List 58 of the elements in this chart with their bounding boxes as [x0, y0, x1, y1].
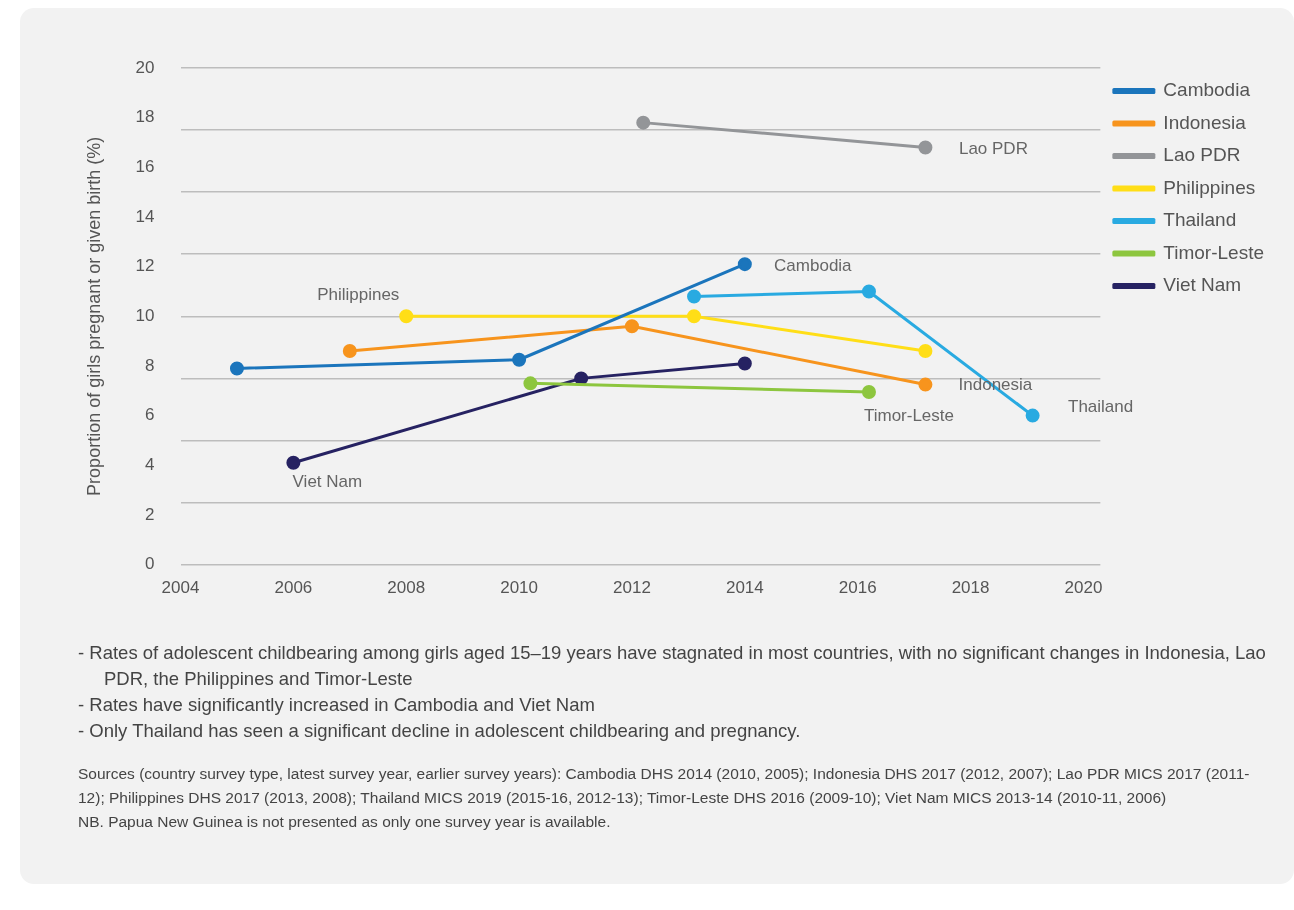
y-tick-label: 14 [135, 206, 155, 226]
x-tick-label: 2020 [1064, 578, 1103, 598]
text: - Only Thailand has seen a significant decline in adolescent childbearing and pregnancy. [78, 719, 802, 743]
text: - Rates have significantly increased in Cambodia and Viet Nam [78, 693, 596, 717]
point [523, 376, 538, 391]
y-axis-title: Proportion of girls pregnant or given birth (%) [83, 136, 104, 496]
legend-label: Thailand [1163, 209, 1237, 231]
point [918, 377, 933, 392]
legend-label: Lao PDR [1163, 144, 1241, 166]
point [342, 344, 357, 359]
point [737, 257, 752, 272]
point [861, 284, 876, 299]
x-tick-label: 2010 [500, 578, 539, 598]
source-note: Sources (country survey type, latest survey year, earlier survey years): Cambodia DHS 2014 (2010, 2005); Indonesia DHS 2017 (2012, 2007); Lao PDR MICS 2017 (2011-12); Philippines DHS 2017 (2013, 2008); Thailand MICS 2019 (2015-16, 2012-13); Timor-Leste DHS 2016 (2009-10); Viet Nam MICS 2013-14 (2010-11, 2006) [78, 764, 1251, 808]
x-tick-label: 2006 [274, 578, 313, 598]
y-tick-label: 10 [135, 305, 155, 325]
point [918, 140, 933, 155]
point [1025, 408, 1040, 423]
annotation: Timor-Leste [863, 405, 955, 425]
point [624, 319, 639, 334]
y-tick-label: 12 [135, 256, 155, 276]
text: NB. Papua New Guinea is not presented as only one survey year is available. [78, 812, 612, 832]
y-tick-label: 16 [135, 157, 155, 177]
y-tick-label: 18 [135, 107, 155, 127]
y-tick-label: 20 [135, 57, 155, 77]
point [229, 361, 244, 376]
y-tick-label: 8 [145, 355, 155, 375]
point [861, 385, 876, 400]
legend-label: Philippines [1163, 176, 1256, 198]
annotation: Cambodia [774, 255, 853, 275]
y-tick-label: 0 [145, 554, 155, 574]
y-tick-label: 2 [145, 504, 155, 524]
point [286, 455, 301, 470]
annotation: Viet Nam [292, 472, 363, 492]
x-tick-label: 2014 [725, 578, 764, 598]
point [737, 356, 752, 371]
annotation: Thailand [1068, 397, 1134, 417]
annotation: Philippines [317, 284, 400, 304]
point [574, 371, 589, 386]
x-tick-label: 2008 [387, 578, 426, 598]
y-tick-label: 6 [145, 405, 155, 425]
point [636, 115, 651, 130]
x-tick-label: 2016 [838, 578, 877, 598]
x-tick-label: 2004 [161, 578, 200, 598]
x-tick-label: 2012 [613, 578, 651, 598]
legend-label: Indonesia [1163, 111, 1247, 133]
annotation: Lao PDR [958, 139, 1028, 159]
point [512, 352, 527, 367]
point [687, 289, 702, 304]
text: - Rates of adolescent childbearing among girls aged 15–19 years have stagnated in most countries, with no significant changes in Indonesia, Lao PDR, the Philippines and Timor-Leste [78, 641, 1267, 691]
legend-label: Cambodia [1163, 79, 1251, 101]
legend-label: Timor-Leste [1163, 241, 1265, 263]
point [918, 344, 933, 359]
point [399, 309, 414, 324]
x-tick-label: 2018 [951, 578, 990, 598]
legend-label: Viet Nam [1163, 274, 1242, 296]
y-tick-label: 4 [145, 454, 155, 474]
point [687, 309, 702, 324]
